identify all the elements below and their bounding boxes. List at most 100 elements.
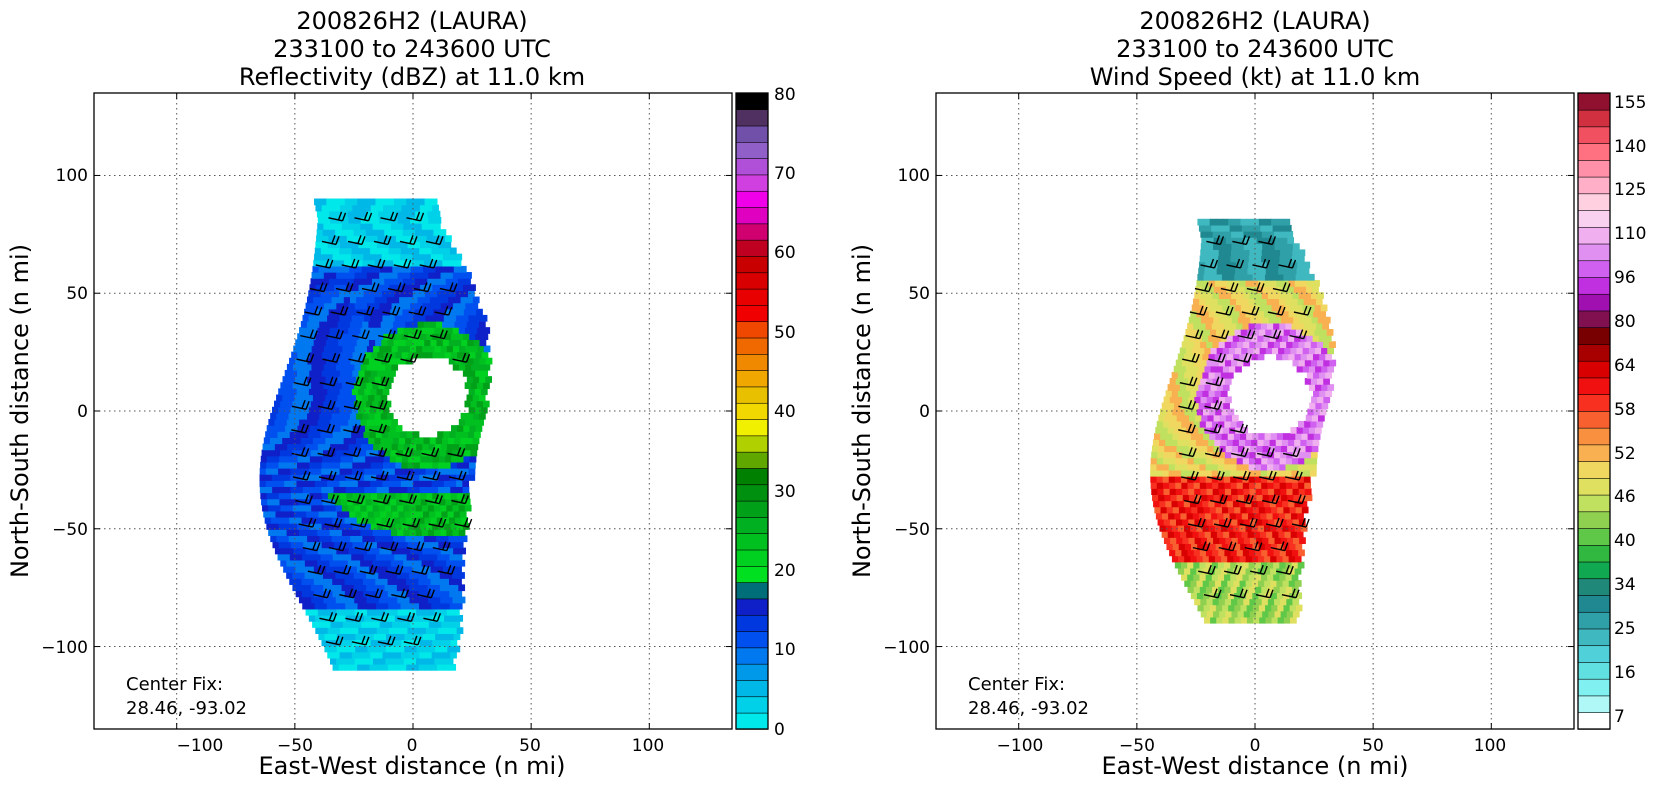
field-cell: [377, 351, 384, 359]
field-cell: [389, 370, 396, 377]
field-cell: [1184, 433, 1192, 440]
field-cell: [1206, 537, 1214, 544]
field-cell: [1192, 512, 1200, 520]
field-cell: [296, 406, 304, 414]
field-cell: [1256, 316, 1264, 324]
field-cell: [393, 253, 401, 261]
field-cell: [289, 553, 297, 561]
field-cell: [1245, 280, 1253, 287]
field-cell: [348, 272, 356, 279]
field-cell: [1212, 231, 1220, 238]
field-cell: [397, 223, 404, 230]
field-cell: [394, 431, 401, 438]
field-cell: [459, 510, 467, 518]
field-cell: [1298, 451, 1306, 459]
field-cell: [448, 517, 456, 524]
field-cell: [1193, 469, 1200, 477]
wind-barb-flag: [438, 495, 443, 504]
field-cell: [323, 400, 330, 408]
field-cell: [1206, 341, 1214, 348]
field-cell: [450, 651, 457, 659]
field-cell: [369, 578, 376, 585]
field-cell: [307, 565, 315, 573]
field-cell: [1227, 433, 1235, 440]
field-cell: [1291, 482, 1299, 489]
field-cell: [366, 529, 374, 536]
field-cell: [436, 259, 443, 267]
field-cell: [394, 553, 402, 561]
field-cell: [1167, 402, 1175, 410]
wind-barb-shaft: [1200, 264, 1215, 269]
field-cell: [1233, 433, 1241, 440]
wind-barb-flag: [1267, 235, 1273, 244]
field-cell: [420, 498, 428, 506]
field-cell: [1304, 488, 1312, 495]
field-cell: [1292, 488, 1300, 495]
field-cell: [360, 223, 367, 230]
field-cell: [1200, 341, 1207, 348]
field-cell: [437, 247, 445, 255]
field-cell: [1306, 439, 1314, 446]
field-cell: [333, 241, 341, 249]
field-cell: [1268, 445, 1276, 453]
field-cell: [332, 663, 340, 671]
field-cell: [439, 498, 446, 506]
field-cell: [449, 602, 457, 610]
field-cell: [276, 517, 284, 524]
field-cell: [383, 541, 390, 549]
colorbar-segment: [1577, 377, 1611, 395]
field-cell: [1313, 390, 1320, 397]
field-cell: [1284, 512, 1292, 520]
field-cell: [1253, 531, 1261, 538]
field-cell: [450, 461, 458, 469]
field-cell: [1255, 249, 1263, 257]
field-cell: [325, 339, 333, 347]
field-cell: [1154, 506, 1162, 514]
field-cell: [403, 608, 411, 616]
field-cell: [1283, 218, 1291, 226]
wind-barb-shaft: [373, 240, 389, 246]
field-cell: [1229, 298, 1237, 306]
field-cell: [1279, 476, 1287, 483]
field-cell: [386, 510, 393, 518]
field-cell: [1194, 445, 1202, 453]
field-cell: [278, 461, 286, 469]
wind-barb-shaft: [347, 499, 362, 505]
wind-barb-flag: [1295, 589, 1300, 598]
field-cell: [1292, 292, 1300, 300]
field-cell: [1198, 347, 1205, 355]
field-cell: [295, 565, 303, 573]
field-cell: [340, 204, 347, 212]
field-cell: [319, 394, 326, 402]
field-cell: [328, 351, 335, 359]
field-cell: [424, 290, 432, 298]
field-cell: [1210, 427, 1218, 434]
field-cell: [323, 327, 331, 334]
field-cell: [313, 321, 320, 328]
field-cell: [419, 480, 427, 487]
wind-barb-shaft: [1293, 311, 1309, 316]
field-cell: [419, 651, 427, 659]
field-cell: [1260, 476, 1268, 483]
wind-barb-shaft: [315, 264, 330, 269]
wind-barb-flag: [1272, 329, 1278, 338]
wind-barb-shaft: [1179, 452, 1194, 458]
field-cell: [364, 204, 372, 212]
wind-barb-shaft: [1230, 452, 1246, 458]
field-cell: [1183, 500, 1191, 508]
colorbar-segment: [735, 109, 769, 127]
wind-barb-flag: [331, 235, 336, 244]
field-cell: [1199, 420, 1207, 428]
field-cell: [311, 559, 318, 567]
field-cell: [1236, 586, 1244, 593]
field-cell: [347, 278, 355, 285]
field-cell: [1261, 598, 1269, 606]
field-cell: [403, 272, 411, 279]
field-cell: [1310, 341, 1318, 348]
field-cell: [1265, 616, 1273, 624]
field-cell: [364, 614, 371, 622]
wind-barb-shaft: [325, 641, 341, 646]
field-cell: [1273, 549, 1281, 557]
wind-barb-shaft: [341, 264, 356, 269]
field-cell: [1268, 518, 1275, 526]
